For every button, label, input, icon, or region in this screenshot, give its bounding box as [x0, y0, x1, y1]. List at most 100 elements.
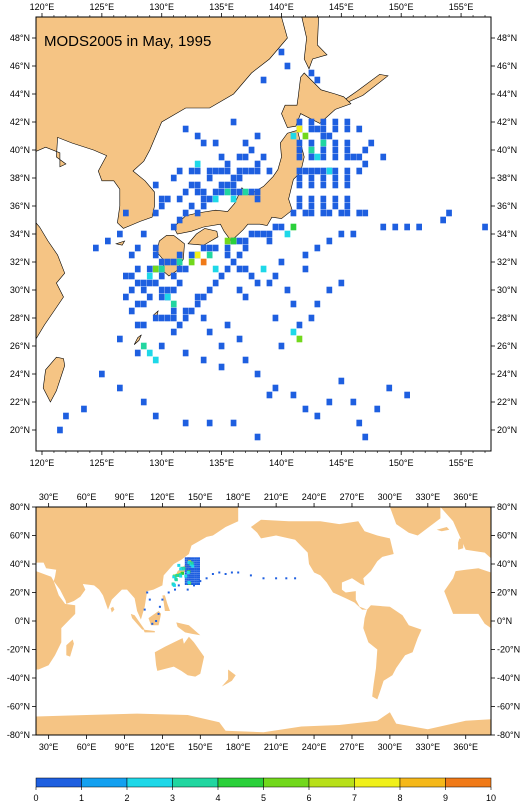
obs-cell: [320, 167, 327, 175]
obs-cell: [326, 132, 333, 140]
land-india-sri: [110, 606, 115, 613]
bottom-x-tick-label-upper: 30°E: [39, 492, 59, 502]
obs-cell: [254, 195, 261, 203]
obs-cell: [206, 328, 213, 336]
obs-cell: [134, 321, 141, 329]
obs-cell: [404, 391, 410, 399]
obs-cell: [170, 174, 177, 182]
obs-cell-highlight: [314, 153, 321, 161]
obs-cell: [284, 286, 291, 294]
obs-cell: [224, 244, 231, 252]
obs-cell: [212, 167, 219, 175]
obs-cell: [117, 230, 123, 238]
colorbar-label: 3: [170, 793, 175, 803]
top-y-tick-label-left: 36°N: [10, 201, 30, 211]
obs-cell: [134, 279, 141, 287]
bottom-y-tick-label-right: 80°N: [497, 502, 517, 512]
global-obs-cell-highlight: [184, 574, 188, 578]
top-y-tick-label-right: 48°N: [497, 33, 517, 43]
obs-cell: [356, 419, 363, 427]
obs-cell: [212, 139, 219, 147]
land-south-america: [363, 605, 422, 700]
global-obs-cell: [186, 576, 189, 579]
colorbar-swatch: [126, 777, 173, 788]
obs-cell: [206, 286, 213, 294]
global-obs-cell: [196, 583, 199, 585]
bottom-x-tick-label-lower: 180°E: [226, 742, 251, 752]
global-obs-cell-highlight: [186, 571, 190, 574]
global-obs-cell: [218, 571, 221, 574]
obs-cell-highlight: [194, 160, 201, 168]
global-obs-cell: [198, 565, 200, 568]
obs-cell: [242, 356, 249, 364]
global-obs-cell: [188, 574, 191, 577]
obs-cell: [194, 181, 201, 189]
obs-cell: [254, 370, 261, 378]
obs-cell: [158, 272, 165, 280]
obs-cell: [344, 167, 351, 175]
obs-cell: [93, 244, 99, 252]
global-obs-cell: [184, 559, 187, 562]
global-obs-cell: [205, 577, 208, 580]
obs-cell: [254, 132, 261, 140]
obs-cell: [380, 223, 387, 231]
global-obs-cell: [196, 580, 199, 583]
top-x-tick-label-upper: 135°E: [209, 2, 234, 12]
global-obs-cell-highlight: [187, 561, 191, 565]
obs-cell: [224, 321, 231, 329]
obs-cell: [314, 244, 321, 252]
obs-cell: [320, 132, 327, 140]
obs-cell: [218, 181, 225, 189]
land-philippines: [162, 595, 170, 611]
obs-cell-highlight: [152, 265, 159, 273]
land-eurasia: [36, 507, 239, 620]
obs-cell: [344, 139, 351, 147]
obs-cell: [188, 202, 195, 210]
obs-cell: [170, 307, 177, 315]
top-y-tick-label-left: 24°N: [10, 369, 30, 379]
land-taiwan: [42, 356, 66, 403]
global-obs-cell: [151, 622, 154, 625]
obs-cell: [248, 272, 255, 280]
obs-cell: [314, 125, 321, 133]
colorbar-swatch: [445, 777, 492, 788]
land-ryukyu-1: [133, 334, 142, 345]
global-obs-cell: [194, 559, 197, 562]
obs-cell: [230, 419, 237, 427]
obs-cell: [326, 286, 333, 294]
global-obs-cell: [194, 580, 197, 583]
global-obs-cell: [198, 572, 200, 575]
global-obs-cell: [194, 563, 197, 566]
land-new-zealand: [221, 669, 236, 687]
obs-cell: [248, 188, 255, 196]
map-title: MODS2005 in May, 1995: [44, 33, 211, 50]
top-y-tick-label-left: 42°N: [10, 117, 30, 127]
regional-observation-layer: [57, 48, 488, 441]
global-obs-cell: [188, 578, 191, 581]
obs-cell: [182, 314, 189, 322]
obs-cell: [230, 181, 237, 189]
obs-cell: [140, 279, 147, 287]
obs-cell-highlight: [242, 188, 249, 196]
obs-cell: [81, 405, 87, 413]
regional-land-layer: [35, 16, 389, 403]
obs-cell: [260, 76, 267, 84]
obs-cell: [272, 272, 279, 280]
obs-cell: [152, 314, 159, 322]
land-antarctica: [36, 712, 491, 735]
obs-cell: [152, 412, 159, 420]
global-obs-cell: [190, 574, 193, 577]
bottom-x-tick-label-lower: 240°E: [302, 742, 327, 752]
obs-cell: [320, 118, 327, 126]
obs-cell: [224, 181, 231, 189]
obs-cell: [176, 195, 183, 203]
land-sumatra: [130, 613, 145, 630]
top-y-tick-label-right: 38°N: [497, 173, 517, 183]
obs-cell: [140, 321, 147, 329]
obs-cell: [302, 167, 309, 175]
top-y-tick-label-left: 20°N: [10, 425, 30, 435]
top-y-tick-label-left: 28°N: [10, 313, 30, 323]
top-y-tick-label-right: 36°N: [497, 201, 517, 211]
global-obs-cell: [194, 561, 197, 564]
global-obs-cell: [196, 572, 199, 575]
